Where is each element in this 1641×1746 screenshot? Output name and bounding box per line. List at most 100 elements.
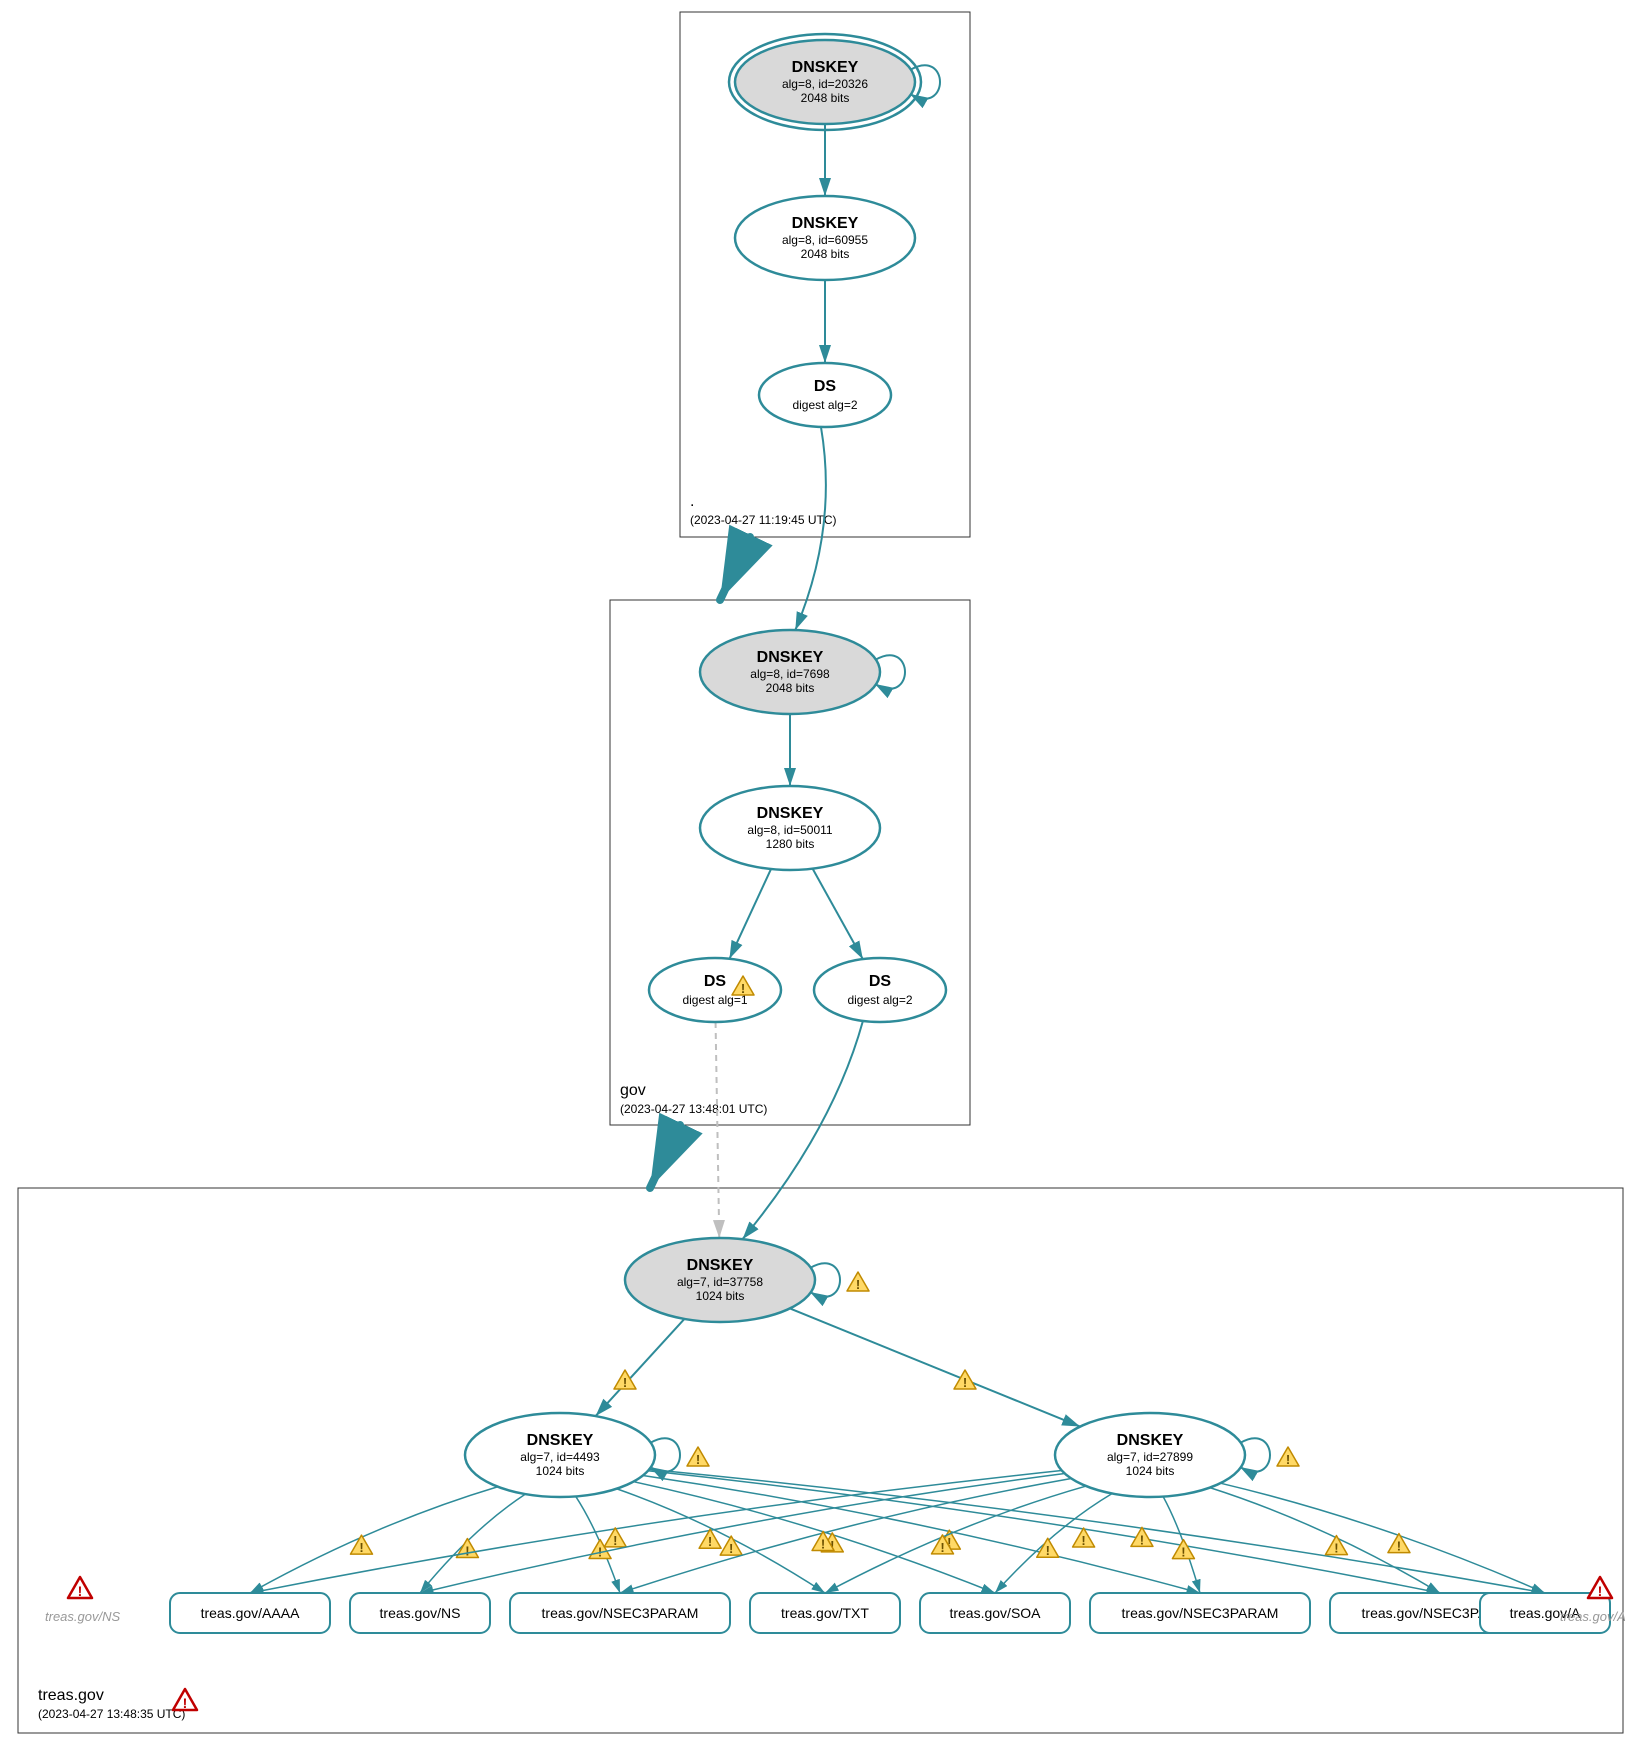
warning-icon: ! — [1172, 1540, 1194, 1560]
ghost-label: treas.gov/NS — [45, 1609, 120, 1624]
svg-text:!: ! — [741, 981, 745, 996]
svg-text:!: ! — [940, 1540, 944, 1555]
leaf-edge — [995, 1494, 1112, 1593]
node-title: DNSKEY — [1117, 1432, 1184, 1449]
node-sub2: 2048 bits — [766, 681, 815, 695]
warning-icon: ! — [1073, 1528, 1095, 1548]
edge — [813, 869, 863, 959]
node-title: DNSKEY — [792, 59, 859, 76]
node-sub2: 2048 bits — [801, 247, 850, 261]
svg-text:!: ! — [729, 1541, 733, 1556]
zone-box — [18, 1188, 1623, 1733]
edge — [729, 869, 771, 959]
svg-text:!: ! — [78, 1583, 83, 1599]
svg-text:!: ! — [1598, 1583, 1603, 1599]
rr-label: treas.gov/SOA — [949, 1605, 1041, 1621]
leaf-edge — [1210, 1488, 1440, 1593]
zone-delegation-arrow — [720, 537, 750, 600]
svg-text:!: ! — [1081, 1533, 1085, 1548]
svg-text:!: ! — [696, 1452, 700, 1467]
rr-node: treas.gov/NSEC3PARAM — [510, 1593, 730, 1633]
svg-text:!: ! — [183, 1695, 188, 1711]
node-sub1: alg=7, id=4493 — [520, 1450, 600, 1464]
svg-text:!: ! — [359, 1540, 363, 1555]
node-title: DNSKEY — [792, 215, 859, 232]
warning-icon: ! — [720, 1536, 742, 1556]
svg-text:!: ! — [821, 1536, 825, 1551]
svg-text:!: ! — [623, 1375, 627, 1390]
error-icon: ! — [173, 1689, 197, 1711]
warning-icon: ! — [847, 1272, 869, 1292]
edge — [716, 1022, 720, 1238]
node-title: DNSKEY — [757, 649, 824, 666]
dnskey-node: DNSKEYalg=7, id=377581024 bits — [625, 1238, 840, 1322]
edge — [790, 1308, 1080, 1426]
node-sub1: digest alg=2 — [847, 993, 912, 1007]
dnskey-node: DNSKEYalg=8, id=500111280 bits — [700, 786, 880, 870]
node-title: DS — [869, 973, 892, 990]
dnskey-node: DS digest alg=2 — [759, 363, 891, 427]
node-sub2: 1024 bits — [1126, 1464, 1175, 1478]
zone-timestamp: (2023-04-27 13:48:01 UTC) — [620, 1102, 767, 1116]
node-sub1: alg=8, id=50011 — [747, 823, 833, 837]
node-sub2: 1024 bits — [536, 1464, 585, 1478]
leaf-edge — [250, 1487, 498, 1593]
zone-delegation-arrow — [650, 1125, 680, 1188]
leaf-edge — [420, 1494, 525, 1593]
zone-timestamp: (2023-04-27 11:19:45 UTC) — [690, 513, 837, 527]
diagram-root: . (2023-04-27 11:19:45 UTC) gov (2023-04-27… — [0, 0, 1641, 1746]
node-sub2: 2048 bits — [801, 91, 850, 105]
edge — [596, 1319, 685, 1416]
warning-icon: ! — [614, 1370, 636, 1390]
zone-label: . — [690, 493, 694, 510]
dnskey-node: DS digest alg=2 — [814, 958, 946, 1022]
rr-label: treas.gov/NSEC3PARAM — [542, 1605, 699, 1621]
warning-icon: ! — [687, 1447, 709, 1467]
node-sub1: alg=8, id=20326 — [782, 77, 868, 91]
svg-text:!: ! — [1397, 1539, 1401, 1554]
node-title: DS — [814, 378, 837, 395]
dnskey-node: DNSKEYalg=7, id=278991024 bits — [1055, 1413, 1270, 1497]
rr-node: treas.gov/AAAA — [170, 1593, 330, 1633]
warning-icon: ! — [1277, 1447, 1299, 1467]
rr-node: treas.gov/NS — [350, 1593, 490, 1633]
warning-icon: ! — [350, 1535, 372, 1555]
svg-text:!: ! — [963, 1375, 967, 1390]
zone-label: treas.gov — [38, 1687, 104, 1704]
node-title: DNSKEY — [687, 1257, 754, 1274]
rr-label: treas.gov/NSEC3PARAM — [1122, 1605, 1279, 1621]
svg-text:!: ! — [1140, 1532, 1144, 1547]
rr-node: treas.gov/SOA — [920, 1593, 1070, 1633]
svg-text:!: ! — [856, 1277, 860, 1292]
svg-text:!: ! — [708, 1534, 712, 1549]
svg-text:!: ! — [1286, 1452, 1290, 1467]
dnskey-node: DNSKEYalg=8, id=76982048 bits — [700, 630, 905, 714]
node-sub1: digest alg=2 — [792, 398, 857, 412]
warning-icon: ! — [954, 1370, 976, 1390]
node-sub2: 1024 bits — [696, 1289, 745, 1303]
leaf-edge — [1220, 1483, 1545, 1593]
node-sub1: alg=7, id=37758 — [677, 1275, 763, 1289]
svg-text:!: ! — [613, 1533, 617, 1548]
node-sub2: 1280 bits — [766, 837, 815, 851]
dnskey-node: DNSKEYalg=8, id=203262048 bits — [729, 34, 940, 130]
edge — [743, 1021, 863, 1239]
dnskey-node: DSdigest alg=1 — [649, 958, 781, 1022]
error-icon: ! — [68, 1577, 92, 1599]
node-sub1: alg=8, id=60955 — [782, 233, 868, 247]
warning-icon: ! — [604, 1528, 626, 1548]
rr-label: treas.gov/AAAA — [201, 1605, 300, 1621]
error-icon: ! — [1588, 1577, 1612, 1599]
leaf-edge — [250, 1471, 1062, 1593]
rr-label: treas.gov/NS — [380, 1605, 461, 1621]
svg-text:!: ! — [1046, 1543, 1050, 1558]
warning-icon: ! — [1325, 1536, 1347, 1556]
svg-text:!: ! — [1334, 1541, 1338, 1556]
leaf-edge — [648, 1471, 1440, 1593]
ghost-label: treas.gov/A — [1560, 1609, 1626, 1624]
node-title: DNSKEY — [757, 805, 824, 822]
rr-node: treas.gov/NSEC3PARAM — [1090, 1593, 1310, 1633]
zone-label: gov — [620, 1082, 646, 1099]
rr-node: treas.gov/TXT — [750, 1593, 900, 1633]
svg-text:!: ! — [1181, 1545, 1185, 1560]
